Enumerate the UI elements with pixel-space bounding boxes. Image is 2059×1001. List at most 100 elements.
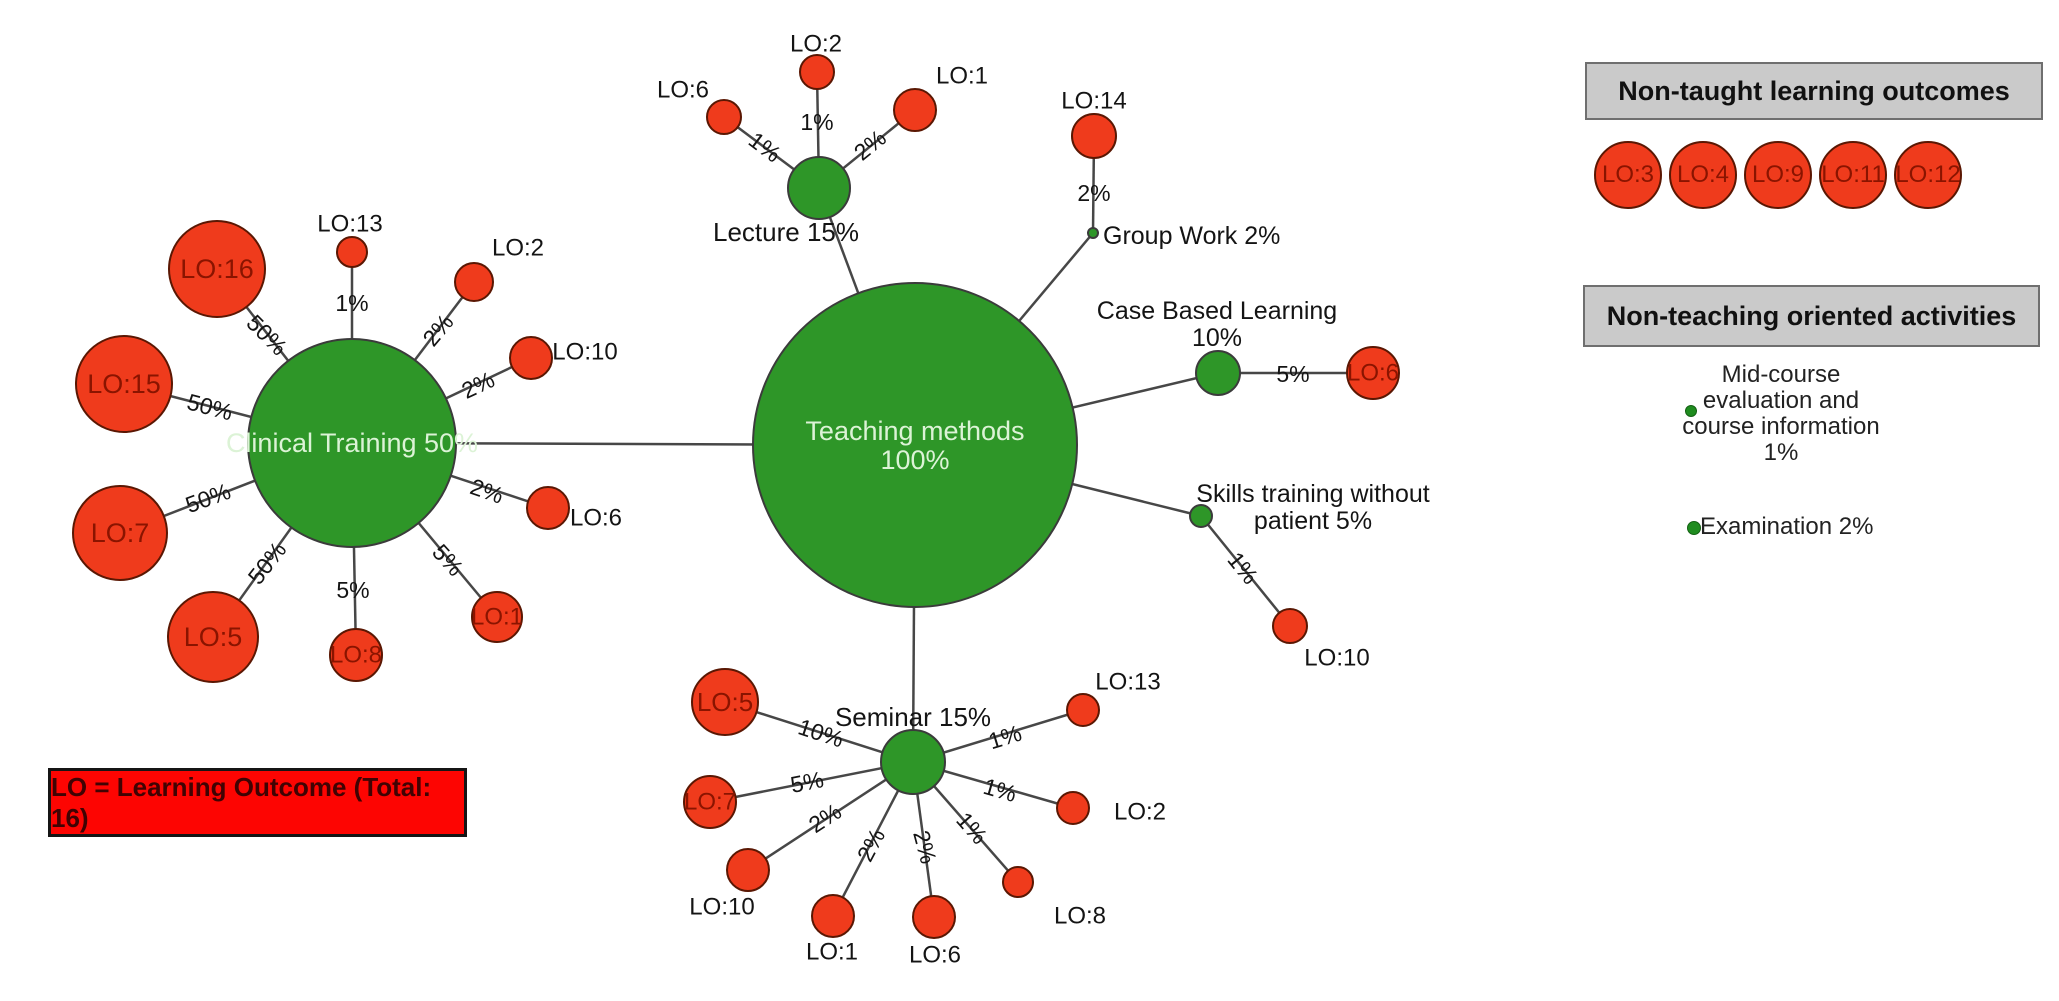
label-seminar: Seminar 15% [835,702,991,732]
non-taught-outcome-lo-12: LO:12 [1894,141,1962,209]
label-cbl: Case Based Learning [1097,297,1337,325]
node-seminar [880,729,946,795]
midcourse-line: 1% [1763,439,1799,466]
edge-label-clinical-cl_lo6: 2% [467,473,507,508]
node-cl_lo10 [509,336,553,380]
non-taught-outcome-lo-11: LO:11 [1819,141,1887,209]
label-cbl: 10% [1192,324,1242,352]
label-cl_lo2: LO:2 [492,235,544,262]
edge-seminar-sem_lo7 [709,760,914,804]
edge-label-skills-skills_lo10: 1% [1222,547,1263,589]
node-cbl_lo6 [1346,346,1400,400]
edge-label-seminar-sem_lo2: 1% [980,773,1019,807]
label-teaching: 100% [880,445,949,475]
midcourse-evaluation-label: Mid-course evaluation and course informati… [1631,362,1931,466]
examination-dot [1687,521,1701,535]
label-sem_lo2: LO:2 [1114,799,1166,826]
edge-label-lecture-lec_lo6: 1% [744,127,786,168]
label-lecture: Lecture 15% [713,217,859,247]
midcourse-dot [1685,405,1697,417]
label-skills: patient 5% [1254,507,1372,535]
edge-label-seminar-sem_lo10: 2% [804,798,846,838]
label-cbl_lo6: LO:6 [1347,360,1399,387]
label-sem_lo5: LO:5 [697,687,753,717]
node-skills [1189,504,1213,528]
midcourse-line: evaluation and [1702,387,1860,414]
non-taught-outcome-lo-9: LO:9 [1744,141,1812,209]
edge-label-clinical-cl_lo10: 2% [457,366,498,404]
label-skills_lo10: LO:10 [1304,645,1369,672]
non-taught-outcome-lo-4: LO:4 [1669,141,1737,209]
node-cl_lo7 [72,485,168,581]
node-sem_lo2 [1056,791,1090,825]
edge-label-seminar-sem_lo6: 2% [908,828,942,867]
node-sem_lo8 [1002,866,1034,898]
label-cl_lo10: LO:10 [552,339,617,366]
non-taught-outcomes-row: LO:3 LO:4 LO:9 LO:11 LO:12 [1594,141,1962,209]
edge-label-clinical-cl_lo13: 1% [335,290,368,316]
node-clinical [247,338,457,548]
node-lo14 [1071,113,1117,159]
label-teaching: Teaching methods [805,416,1024,446]
edge-label-seminar-sem_lo1: 2% [852,824,891,866]
label-sem_lo1: LO:1 [806,939,858,966]
node-sem_lo6 [912,895,956,939]
non-taught-header: Non-taught learning outcomes [1585,62,2043,120]
label-lo14: LO:14 [1061,88,1126,115]
label-lec_lo1: LO:1 [936,63,988,90]
node-groupwork [1087,227,1099,239]
edge-label-cbl-cbl_lo6: 5% [1276,361,1309,387]
edge-label-seminar-sem_lo7: 5% [788,766,826,798]
node-lec_lo2 [799,54,835,90]
edge-label-lo14-groupwork: 2% [1077,180,1110,206]
node-cl_lo16 [168,220,266,318]
examination-label: Examination 2% [1700,513,1874,540]
edge-label-clinical-cl_lo15: 50% [184,388,235,425]
edge-label-clinical-cl_lo7: 50% [182,478,234,518]
node-cl_lo15 [75,335,173,433]
node-cbl [1195,350,1241,396]
node-cl_lo5 [167,591,259,683]
label-clinical: Clinical Training 50% [226,428,478,458]
label-cl_lo8: LO:8 [330,642,382,669]
label-lec_lo6: LO:6 [657,77,709,104]
label-sem_lo8: LO:8 [1054,903,1106,930]
label-sem_lo10: LO:10 [689,894,754,921]
edge-label-clinical-cl_lo8: 5% [336,577,369,603]
node-cl_lo13 [336,236,368,268]
node-skills_lo10 [1272,608,1308,644]
label-cl_lo7: LO:7 [91,518,150,548]
label-cl_lo6: LO:6 [570,505,622,532]
node-cl_lo8 [329,628,383,682]
label-cl_lo5: LO:5 [184,622,243,652]
non-taught-header-label: Non-taught learning outcomes [1618,75,2010,106]
edge-label-seminar-sem_lo13: 1% [985,720,1024,755]
legend-box: LO = Learning Outcome (Total: 16) [48,768,467,837]
node-sem_lo13 [1066,693,1100,727]
label-cl_lo15: LO:15 [87,369,161,399]
label-cl_lo16: LO:16 [180,254,254,284]
label-sem_lo6: LO:6 [909,942,961,969]
node-cl_lo2 [454,262,494,302]
node-sem_lo1 [811,894,855,938]
node-lecture [787,156,851,220]
non-teaching-header-label: Non-teaching oriented activities [1606,300,2017,331]
label-cl_lo13: LO:13 [317,211,382,238]
node-lec_lo6 [706,99,742,135]
label-sem_lo7: LO:7 [684,789,736,816]
node-sem_lo7 [683,775,737,829]
edge-label-clinical-cl_lo2: 2% [417,309,458,351]
edge-skills-skills_lo10 [1200,515,1291,627]
label-skills: Skills training without [1196,480,1429,508]
non-taught-outcome-lo-3: LO:3 [1594,141,1662,209]
node-lec_lo1 [893,88,937,132]
node-sem_lo10 [726,848,770,892]
edge-label-clinical-cl_lo16: 50% [242,310,293,361]
label-sem_lo13: LO:13 [1095,669,1160,696]
node-cl_lo1 [471,591,523,643]
label-cl_lo1: LO:1 [471,604,523,631]
midcourse-line: course information [1682,413,1880,440]
node-teaching [752,282,1078,608]
